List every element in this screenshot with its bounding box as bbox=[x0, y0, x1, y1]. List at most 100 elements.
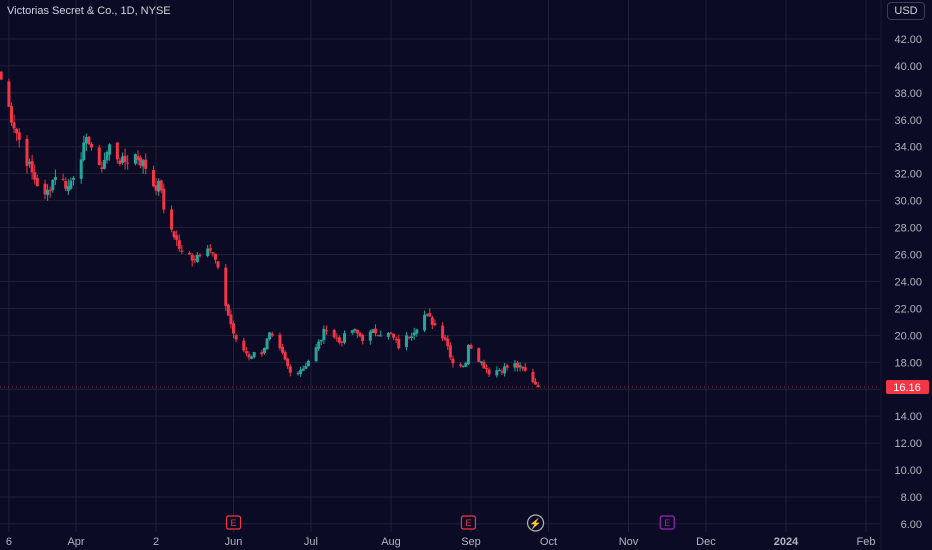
candle-body bbox=[190, 255, 194, 261]
candle-body bbox=[64, 181, 68, 189]
y-tick-label: 18.00 bbox=[894, 357, 922, 369]
candle-body bbox=[9, 106, 13, 123]
candle-body bbox=[15, 128, 19, 134]
candle-body bbox=[180, 250, 184, 252]
candle-body bbox=[30, 160, 34, 173]
y-tick-label: 6.00 bbox=[901, 519, 922, 531]
candle-body bbox=[361, 334, 365, 342]
candle-body bbox=[172, 231, 176, 238]
candle-body bbox=[477, 348, 481, 362]
event-label: E bbox=[230, 518, 236, 528]
candle-body bbox=[469, 344, 473, 349]
candle-body bbox=[126, 162, 130, 164]
y-tick-label: 34.00 bbox=[894, 142, 922, 154]
candle-body bbox=[415, 329, 419, 334]
dividend-event-marker[interactable]: E bbox=[659, 515, 675, 530]
candle-body bbox=[100, 167, 104, 170]
candle-body bbox=[518, 365, 522, 368]
candle-body bbox=[71, 177, 75, 180]
candle-body bbox=[389, 332, 393, 334]
candle-body bbox=[270, 333, 274, 336]
x-tick-label: Jun bbox=[225, 536, 243, 548]
candle-body bbox=[224, 267, 228, 306]
candle-body bbox=[296, 373, 300, 375]
event-box bbox=[460, 515, 477, 530]
candle-body bbox=[485, 368, 489, 370]
candle-body bbox=[368, 331, 372, 341]
y-tick-label: 42.00 bbox=[894, 34, 922, 46]
candle-body bbox=[505, 365, 509, 368]
candle-body bbox=[252, 352, 256, 358]
candle-body bbox=[337, 337, 341, 343]
x-tick-label: Sep bbox=[461, 536, 481, 548]
y-tick-label: 40.00 bbox=[894, 61, 922, 73]
candle-body bbox=[108, 144, 112, 155]
candle-body bbox=[144, 159, 148, 169]
event-box bbox=[659, 515, 675, 530]
candle-body bbox=[66, 186, 70, 192]
candle-body bbox=[497, 370, 501, 372]
split-event-marker[interactable]: ⚡ bbox=[526, 514, 545, 532]
earnings-event-marker[interactable]: E bbox=[225, 515, 242, 530]
candle-body bbox=[404, 335, 408, 347]
x-tick-label: Aug bbox=[381, 536, 401, 548]
candle-body bbox=[466, 344, 470, 364]
x-tick-label: Dec bbox=[696, 536, 716, 548]
candle-body bbox=[51, 179, 55, 190]
candle-body bbox=[407, 336, 411, 338]
y-tick-label: 12.00 bbox=[894, 438, 922, 450]
candle-body bbox=[353, 328, 357, 331]
x-tick-label: Nov bbox=[619, 536, 639, 548]
candle-body bbox=[412, 332, 416, 336]
candle-body bbox=[154, 185, 158, 191]
candle-body bbox=[12, 122, 16, 129]
x-tick-label: Jul bbox=[304, 536, 318, 548]
y-tick-label: 24.00 bbox=[894, 276, 922, 288]
candle-body bbox=[314, 347, 318, 362]
candle-body bbox=[376, 334, 380, 336]
candle-body bbox=[317, 341, 321, 349]
candle-body bbox=[304, 365, 308, 369]
candle-body bbox=[340, 341, 344, 343]
candle-body bbox=[461, 365, 465, 367]
candle-body bbox=[397, 338, 401, 349]
candle-body bbox=[523, 367, 527, 371]
y-tick-label: 10.00 bbox=[894, 465, 922, 477]
candle-body bbox=[159, 180, 163, 191]
candle-body bbox=[433, 323, 437, 326]
candle-body bbox=[299, 369, 303, 374]
candle-body bbox=[278, 334, 282, 349]
candle-body bbox=[479, 361, 483, 363]
candle-body bbox=[188, 252, 192, 255]
candle-body bbox=[208, 248, 212, 251]
candle-body bbox=[451, 358, 455, 364]
x-tick-label: 2 bbox=[153, 536, 159, 548]
candle-body bbox=[394, 339, 398, 341]
candle-body bbox=[102, 159, 106, 169]
candle-body bbox=[459, 364, 463, 366]
candle-body bbox=[82, 142, 86, 161]
candle-body bbox=[211, 252, 215, 254]
candle-body bbox=[0, 71, 3, 80]
candle-body bbox=[25, 138, 29, 166]
earnings-event-marker[interactable]: E bbox=[460, 515, 477, 530]
y-tick-label: 20.00 bbox=[894, 330, 922, 342]
currency-button[interactable]: USD bbox=[887, 2, 925, 20]
candle-body bbox=[118, 160, 122, 165]
y-tick-label: 32.00 bbox=[894, 169, 922, 181]
candle-body bbox=[515, 362, 519, 368]
candle-body bbox=[371, 329, 375, 333]
candle-body bbox=[319, 339, 323, 342]
candle-body bbox=[521, 366, 525, 369]
candle-body bbox=[335, 337, 339, 339]
candle-body bbox=[17, 132, 21, 140]
candle-body bbox=[84, 137, 88, 144]
y-tick-label: 8.00 bbox=[901, 492, 922, 504]
candle-body bbox=[48, 189, 52, 192]
event-box bbox=[225, 515, 242, 530]
candle-body bbox=[428, 313, 432, 317]
candle-body bbox=[283, 352, 287, 360]
candle-body bbox=[487, 369, 491, 375]
